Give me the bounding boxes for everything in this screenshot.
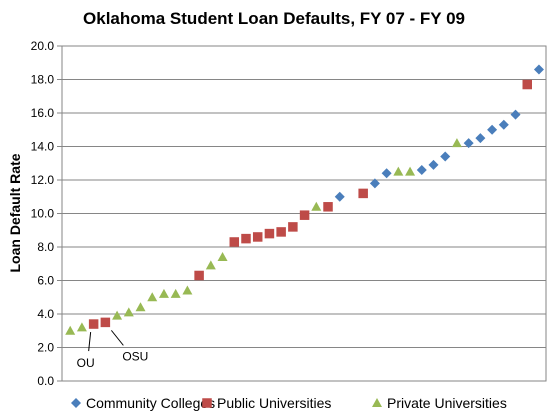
plot-area xyxy=(61,45,547,382)
y-tick-label: 6.0 xyxy=(37,274,54,288)
point-community-colleges xyxy=(334,191,345,202)
point-public-universities xyxy=(288,222,298,232)
y-tick-label: 10.0 xyxy=(31,207,55,221)
point-private-universities xyxy=(311,201,322,211)
y-tick-label: 16.0 xyxy=(31,106,55,120)
y-axis-label: Loan Default Rate xyxy=(7,153,23,272)
legend-label-community-colleges: Community Colleges xyxy=(86,395,215,411)
data-points xyxy=(65,64,544,335)
point-private-universities xyxy=(205,260,216,270)
y-tick-label: 2.0 xyxy=(37,341,54,355)
point-community-colleges xyxy=(416,164,427,175)
point-private-universities xyxy=(182,285,193,295)
point-community-colleges xyxy=(487,124,498,135)
point-community-colleges xyxy=(498,119,509,130)
point-private-universities xyxy=(123,307,134,317)
point-public-universities xyxy=(358,188,368,199)
legend-label-private-universities: Private Universities xyxy=(387,395,507,411)
annotation-line-osu xyxy=(110,330,124,346)
point-private-universities xyxy=(135,302,146,312)
point-public-universities xyxy=(88,319,99,329)
legend-marker-private-universities xyxy=(372,398,382,407)
y-tick-label: 20.0 xyxy=(31,39,55,53)
legend-item-public-universities: Public Universities xyxy=(202,395,331,411)
point-public-universities xyxy=(229,237,240,247)
point-public-universities xyxy=(276,227,286,237)
point-community-colleges xyxy=(440,151,451,162)
point-private-universities xyxy=(112,310,123,320)
y-tick-labels: 0.0 2.0 4.0 6.0 8.0 10.0 12.0 14.0 16.0 18.0 20.0 xyxy=(31,39,55,388)
point-private-universities xyxy=(451,138,462,148)
point-private-universities xyxy=(170,288,181,298)
y-tick-label: 14.0 xyxy=(31,140,55,154)
point-private-universities xyxy=(76,322,87,332)
y-tick-label: 18.0 xyxy=(31,73,55,87)
point-community-colleges xyxy=(533,64,544,75)
y-tick-label: 0.0 xyxy=(37,374,54,388)
legend-item-community-colleges: Community Colleges xyxy=(71,395,215,411)
point-public-universities xyxy=(264,228,275,239)
annotation-ou: OU xyxy=(77,356,95,370)
annotations: OU OSU xyxy=(77,330,148,370)
point-community-colleges xyxy=(428,159,439,170)
point-public-universities xyxy=(252,232,263,242)
point-private-universities xyxy=(393,166,404,176)
legend-marker-public-universities xyxy=(202,398,212,408)
legend-item-private-universities: Private Universities xyxy=(372,395,507,411)
point-private-universities xyxy=(405,166,416,176)
point-community-colleges xyxy=(510,109,521,120)
point-community-colleges xyxy=(475,133,486,144)
point-public-universities xyxy=(323,202,333,212)
point-private-universities xyxy=(217,252,228,262)
point-public-universities xyxy=(241,233,251,244)
chart-title: Oklahoma Student Loan Defaults, FY 07 - … xyxy=(83,9,465,28)
point-public-universities xyxy=(522,79,532,90)
point-private-universities xyxy=(147,292,158,302)
point-public-universities xyxy=(100,317,111,328)
point-community-colleges xyxy=(369,178,380,189)
legend-marker-community-colleges xyxy=(71,398,81,408)
y-tick-label: 12.0 xyxy=(31,173,55,187)
point-private-universities xyxy=(158,288,169,298)
point-public-universities xyxy=(299,210,310,220)
point-public-universities xyxy=(194,270,204,281)
point-community-colleges xyxy=(463,138,474,149)
point-private-universities xyxy=(65,325,76,335)
grid-lines xyxy=(57,45,546,382)
y-tick-label: 8.0 xyxy=(37,240,54,254)
legend: Community Colleges Public Universities Pri… xyxy=(71,395,507,411)
y-tick-label: 4.0 xyxy=(37,307,54,321)
point-community-colleges xyxy=(381,168,392,179)
annotation-line-ou xyxy=(88,331,92,352)
legend-label-public-universities: Public Universities xyxy=(217,395,331,411)
annotation-osu: OSU xyxy=(122,349,148,363)
